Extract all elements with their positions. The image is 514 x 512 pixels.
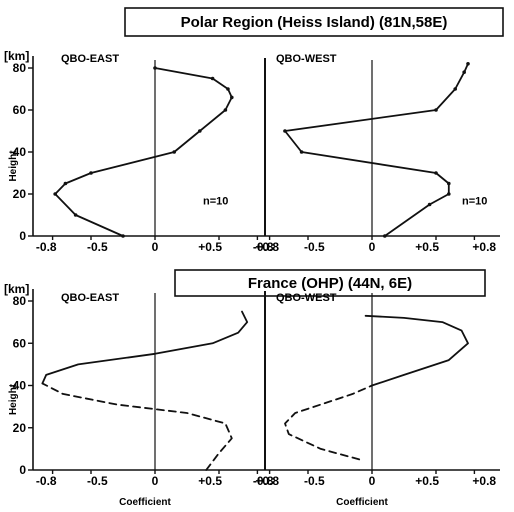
data-point [89, 171, 93, 175]
sample-size-note: n=10 [462, 196, 487, 208]
data-point [210, 76, 215, 81]
x-tick-label: +0.8 [255, 240, 279, 254]
chart-block-1: Polar Region (Heiss Island) (81N,58E) [km… [4, 7, 504, 254]
x-tick-label: -0.8 [253, 240, 274, 254]
series-line-solid [41, 310, 249, 385]
series-line-solid [54, 67, 233, 237]
y-tick-label: 0 [19, 229, 26, 243]
panel-qbo-west: QBO-WEST -0.8 -0.5 0 +0.5 +0.8 Coefficient [253, 291, 496, 508]
data-point [223, 108, 228, 112]
panel-qbo-east: QBO-EAST -0.8 -0.5 0 +0.5 +0.8 n=10 [36, 53, 280, 254]
panel-qbo-west: QBO-WEST -0.8 -0.5 0 +0.5 +0.8 n=10 [253, 53, 497, 254]
y-tick-label: 0 [19, 463, 26, 477]
y-tick-label: 20 [13, 421, 27, 435]
data-point [226, 87, 230, 91]
data-point [121, 234, 125, 238]
data-point [299, 150, 304, 154]
x-axis-title: Coefficient [336, 497, 388, 508]
data-point [63, 181, 68, 186]
x-tick-label: +0.8 [472, 474, 496, 488]
series-line-dashed [41, 382, 233, 471]
x-axis-title: Coefficient [119, 497, 171, 508]
x-tick-label: 0 [369, 240, 376, 254]
chart-block-2: France (OHP) (44N, 6E) [km] Height 0 20 40 60 8… [4, 269, 500, 508]
y-tick-label: 40 [13, 379, 27, 393]
y-tick-label: 60 [13, 336, 27, 350]
data-point [462, 70, 466, 74]
data-point [198, 129, 202, 133]
y-tick-label: 20 [13, 187, 27, 201]
panel-qbo-east: QBO-EAST -0.8 -0.5 0 +0.5 +0.8 Coefficient [36, 292, 280, 508]
data-point [230, 95, 234, 100]
x-tick-label: -0.8 [36, 474, 57, 488]
x-tick-label: +0.8 [255, 474, 279, 488]
y-tick-label: 80 [13, 294, 27, 308]
chart-title: Polar Region (Heiss Island) (81N,58E) [181, 14, 448, 31]
x-tick-label: -0.8 [253, 474, 274, 488]
data-point [172, 150, 176, 154]
y-unit-label: [km] [4, 282, 29, 296]
x-tick-label: 0 [152, 240, 159, 254]
y-unit-label: [km] [4, 49, 29, 63]
series-line-solid [284, 62, 469, 237]
x-tick-label: -0.5 [304, 240, 325, 254]
x-tick-label: -0.5 [87, 474, 108, 488]
y-tick-label: 80 [13, 61, 27, 75]
panel-label: QBO-EAST [61, 53, 119, 65]
y-axis-title: Height [8, 383, 19, 415]
data-point [153, 66, 157, 70]
chart-title-box [174, 269, 486, 297]
x-tick-label: +0.5 [198, 240, 222, 254]
data-point [53, 192, 57, 196]
data-point [447, 192, 451, 196]
data-point [434, 108, 438, 112]
x-tick-label: +0.5 [198, 474, 222, 488]
panel-label: QBO-EAST [61, 292, 119, 304]
x-tick-label: +0.5 [415, 240, 439, 254]
data-point [447, 181, 451, 186]
series-line-solid [364, 314, 469, 387]
x-tick-label: -0.8 [36, 240, 57, 254]
panel-label: QBO-WEST [276, 292, 337, 304]
x-tick-label: 0 [369, 474, 376, 488]
data-point [466, 62, 470, 66]
x-tick-label: +0.5 [415, 474, 439, 488]
sample-size-note: n=10 [203, 196, 228, 208]
x-tick-label: 0 [152, 474, 159, 488]
data-point [73, 213, 78, 217]
x-tick-label: +0.8 [472, 240, 496, 254]
x-tick-label: -0.5 [304, 474, 325, 488]
chart-title-box [124, 7, 504, 37]
y-tick-label: 40 [13, 145, 27, 159]
x-tick-label: -0.5 [87, 240, 108, 254]
y-tick-label: 60 [13, 103, 27, 117]
data-point [434, 171, 438, 175]
series-line-dashed [284, 384, 373, 461]
data-point [453, 87, 458, 91]
chart-title: France (OHP) (44N, 6E) [248, 275, 412, 292]
panel-label: QBO-WEST [276, 53, 337, 65]
data-point [283, 129, 287, 133]
y-axis-title: Height [8, 150, 19, 182]
data-point [427, 202, 432, 207]
data-point [383, 234, 387, 238]
